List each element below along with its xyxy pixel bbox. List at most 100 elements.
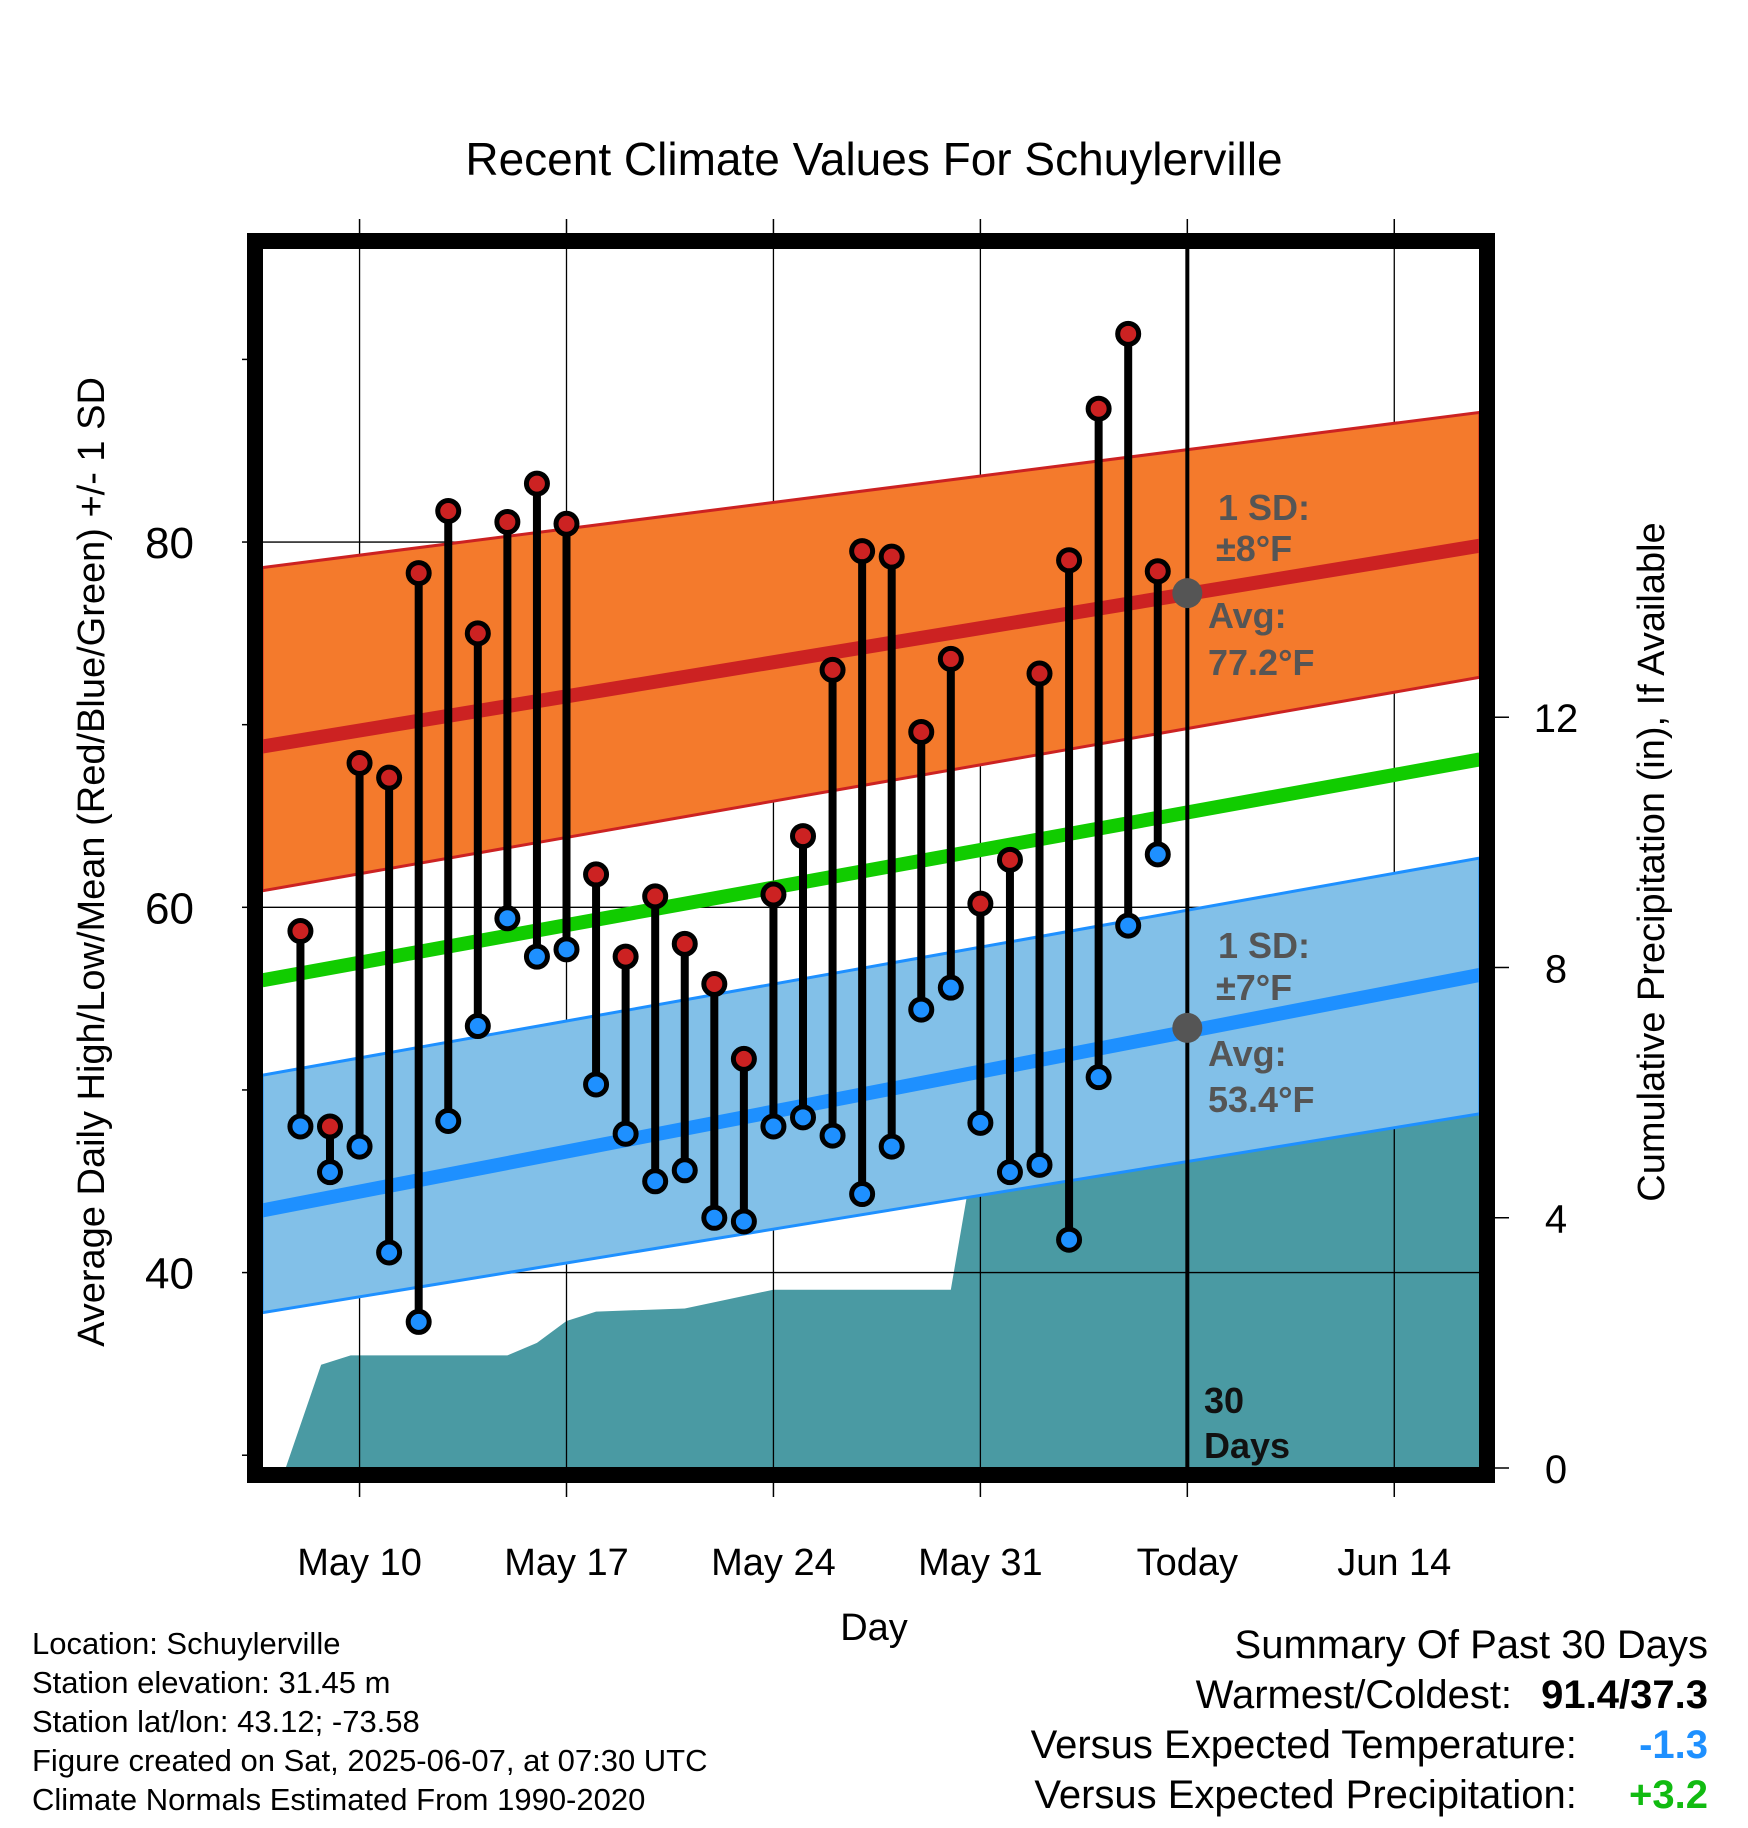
y2-tick-label: 4 xyxy=(1545,1198,1567,1242)
low-temp-point xyxy=(1026,1151,1053,1178)
y-axis-label: Average Daily High/Low/Mean (Red/Blue/Gr… xyxy=(71,377,113,1347)
high-temp-point xyxy=(553,510,580,537)
high-temp-point xyxy=(583,861,610,888)
low-temp-point xyxy=(849,1181,876,1208)
high-temp-point xyxy=(790,823,817,850)
x-tick-label: May 31 xyxy=(918,1542,1043,1584)
temp-deviation-value: -1.3 xyxy=(1639,1723,1708,1767)
window-count-label: 30 xyxy=(1204,1380,1244,1421)
high-temp-point xyxy=(967,890,994,917)
location-text: Location: Schuylerville xyxy=(32,1626,341,1661)
low-temp-point xyxy=(405,1308,432,1335)
mean-normal-line xyxy=(262,752,1480,988)
low-temp-point xyxy=(1085,1064,1112,1091)
low-temp-point xyxy=(435,1107,462,1134)
low-temp-point xyxy=(1115,912,1142,939)
summary-panel: Summary Of Past 30 Days Warmest/Coldest:… xyxy=(1031,1620,1708,1820)
y2-tick-label: 0 xyxy=(1545,1448,1567,1492)
high-temp-point xyxy=(849,538,876,565)
summary-precip-row: Versus Expected Precipitation: +3.2 xyxy=(1031,1770,1708,1820)
low-normal-line xyxy=(262,968,1480,1218)
high-avg-label: Avg: xyxy=(1208,595,1287,636)
low-temp-point xyxy=(583,1071,610,1098)
high-temp-point xyxy=(523,470,550,497)
y2-tick-label: 12 xyxy=(1534,697,1579,741)
high-temp-point xyxy=(1115,320,1142,347)
high-temp-point xyxy=(1056,547,1083,574)
elevation-text: Station elevation: 31.45 m xyxy=(32,1665,391,1700)
high-temp-point xyxy=(760,881,787,908)
y2-tick-label: 8 xyxy=(1545,947,1567,991)
high-normal-line xyxy=(262,538,1480,754)
station-info: Location: Schuylerville Station elevatio… xyxy=(32,1624,708,1819)
high-temp-point xyxy=(1085,395,1112,422)
high-temp-point xyxy=(435,497,462,524)
low-temp-point xyxy=(967,1109,994,1136)
low-temp-point xyxy=(494,905,521,932)
low-temp-point xyxy=(937,974,964,1001)
low-sd-label: 1 SD: xyxy=(1218,925,1310,966)
low-temp-point xyxy=(671,1157,698,1184)
high-temp-point xyxy=(996,846,1023,873)
high-temp-point xyxy=(464,620,491,647)
high-temp-point xyxy=(494,508,521,535)
low-temp-point xyxy=(878,1133,905,1160)
high-sd-label: 1 SD: xyxy=(1218,487,1310,528)
x-axis-label: Day xyxy=(840,1607,908,1649)
x-tick-label: May 10 xyxy=(297,1542,422,1584)
high-temp-point xyxy=(878,543,905,570)
low-temp-point xyxy=(523,943,550,970)
high-temp-point xyxy=(701,971,728,998)
x-tick-label: Today xyxy=(1137,1542,1238,1584)
high-temp-point xyxy=(376,764,403,791)
high-temp-point xyxy=(730,1045,757,1072)
high-temp-point xyxy=(1144,558,1171,585)
low-temp-point xyxy=(996,1159,1023,1186)
summary-warmest-row: Warmest/Coldest: 91.4/37.3 xyxy=(1031,1670,1708,1720)
high-temp-point xyxy=(1026,660,1053,687)
low-temp-point xyxy=(612,1120,639,1147)
high-avg-marker xyxy=(1172,578,1203,609)
precip-deviation-value: +3.2 xyxy=(1629,1773,1708,1817)
high-temp-point xyxy=(287,918,314,945)
low-temp-point xyxy=(1144,841,1171,868)
high-temp-point xyxy=(316,1113,343,1140)
low-temp-point xyxy=(760,1113,787,1140)
high-temp-point xyxy=(612,943,639,970)
temp-deviation-label: Versus Expected Temperature: xyxy=(1030,1723,1577,1767)
y2-axis-label: Cumulative Precipitation (in), If Availa… xyxy=(1631,522,1673,1201)
high-temp-point xyxy=(671,930,698,957)
plot-frame xyxy=(247,233,1495,1483)
high-temp-point xyxy=(346,750,373,777)
x-tick-label: May 24 xyxy=(711,1542,836,1584)
low-temp-point xyxy=(553,936,580,963)
normals-text: Climate Normals Estimated From 1990-2020 xyxy=(32,1782,646,1817)
high-temp-point xyxy=(642,883,669,910)
low-temp-point xyxy=(464,1013,491,1040)
low-temp-point xyxy=(316,1159,343,1186)
low-temp-point xyxy=(701,1204,728,1231)
low-temp-point xyxy=(642,1168,669,1195)
low-avg-marker xyxy=(1172,1012,1203,1043)
low-avg-label: Avg: xyxy=(1208,1033,1287,1074)
low-avg-value: 53.4°F xyxy=(1208,1079,1314,1120)
low-temp-point xyxy=(730,1208,757,1235)
chart-title: Recent Climate Values For Schuylerville xyxy=(465,133,1282,185)
warmest-label: Warmest/Coldest: xyxy=(1195,1673,1513,1717)
x-tick-label: May 17 xyxy=(504,1542,629,1584)
high-temp-point xyxy=(937,645,964,672)
high-sd-value: ±8°F xyxy=(1216,528,1292,569)
y-tick-label: 60 xyxy=(145,884,194,933)
low-sd-band xyxy=(262,856,1480,1315)
precip-deviation-label: Versus Expected Precipitation: xyxy=(1034,1773,1577,1817)
summary-temp-row: Versus Expected Temperature: -1.3 xyxy=(1031,1720,1708,1770)
y-tick-label: 40 xyxy=(145,1250,194,1299)
low-temp-point xyxy=(287,1113,314,1140)
low-temp-point xyxy=(819,1122,846,1149)
low-temp-point xyxy=(346,1133,373,1160)
created-text: Figure created on Sat, 2025-06-07, at 07… xyxy=(32,1743,708,1778)
low-sd-value: ±7°F xyxy=(1216,967,1292,1008)
low-temp-point xyxy=(376,1239,403,1266)
warmest-value: 91.4/37.3 xyxy=(1541,1673,1708,1717)
